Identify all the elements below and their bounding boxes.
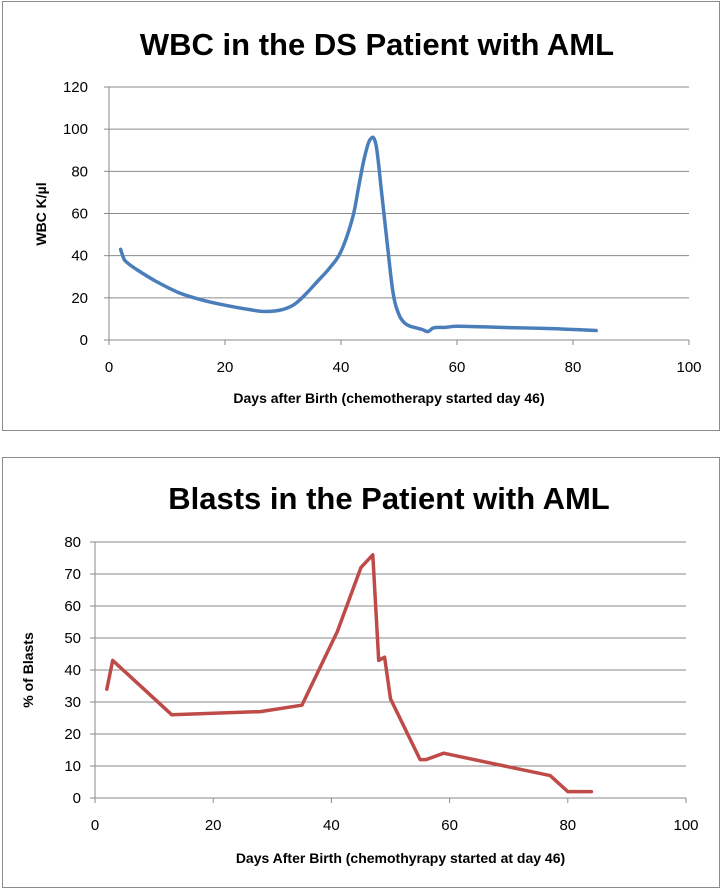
x-tick-label: 0 bbox=[105, 359, 113, 376]
x-tick-label: 60 bbox=[449, 359, 466, 376]
y-tick-label: 60 bbox=[71, 206, 88, 223]
y-tick-label: 0 bbox=[73, 790, 81, 807]
wbc-chart-panel: WBC in the DS Patient with AML 0 20 40 60 80 1… bbox=[2, 1, 720, 431]
x-tick-label: 20 bbox=[217, 359, 234, 376]
y-tick-label: 10 bbox=[64, 758, 81, 775]
y-tick-label: 0 bbox=[80, 332, 88, 349]
y-tick-label: 60 bbox=[64, 598, 81, 615]
x-tick-label: 80 bbox=[559, 817, 576, 834]
x-tick-label: 100 bbox=[673, 817, 698, 834]
blasts-chart: Blasts in the Patient with AML 0 10 20 30 40 5… bbox=[20, 481, 699, 866]
series-line bbox=[105, 553, 594, 794]
series-line bbox=[118, 135, 598, 334]
y-tick-label: 40 bbox=[64, 662, 81, 679]
y-tick-label: 50 bbox=[64, 630, 81, 647]
x-tick-label: 20 bbox=[205, 817, 222, 834]
x-axis-title: Days after Birth (chemotherapy started d… bbox=[233, 390, 544, 406]
x-tick-label: 40 bbox=[333, 359, 350, 376]
y-tick-label: 120 bbox=[63, 79, 88, 96]
x-tick-label: 40 bbox=[323, 817, 340, 834]
y-tick-label: 80 bbox=[64, 534, 81, 551]
y-tick-label: 30 bbox=[64, 694, 81, 711]
y-tick-label: 20 bbox=[64, 726, 81, 743]
chart-title: Blasts in the Patient with AML bbox=[168, 481, 610, 516]
wbc-chart: WBC in the DS Patient with AML 0 20 40 60 80 1… bbox=[33, 27, 702, 406]
y-tick-label: 100 bbox=[63, 121, 88, 138]
x-tick-label: 60 bbox=[441, 817, 458, 834]
x-tick-label: 0 bbox=[91, 817, 99, 834]
y-axis-title: % of Blasts bbox=[20, 632, 36, 708]
x-tick-label: 100 bbox=[676, 359, 701, 376]
y-tick-label: 70 bbox=[64, 566, 81, 583]
chart-title: WBC in the DS Patient with AML bbox=[140, 27, 614, 62]
y-tick-label: 80 bbox=[71, 163, 88, 180]
blasts-chart-panel: Blasts in the Patient with AML 0 10 20 30 40 5… bbox=[2, 457, 720, 888]
y-tick-label: 40 bbox=[71, 248, 88, 265]
x-axis-title: Days After Birth (chemothyrapy started a… bbox=[236, 850, 565, 866]
y-axis-title: WBC K/µl bbox=[33, 182, 49, 245]
y-tick-label: 20 bbox=[71, 290, 88, 307]
x-tick-label: 80 bbox=[565, 359, 582, 376]
